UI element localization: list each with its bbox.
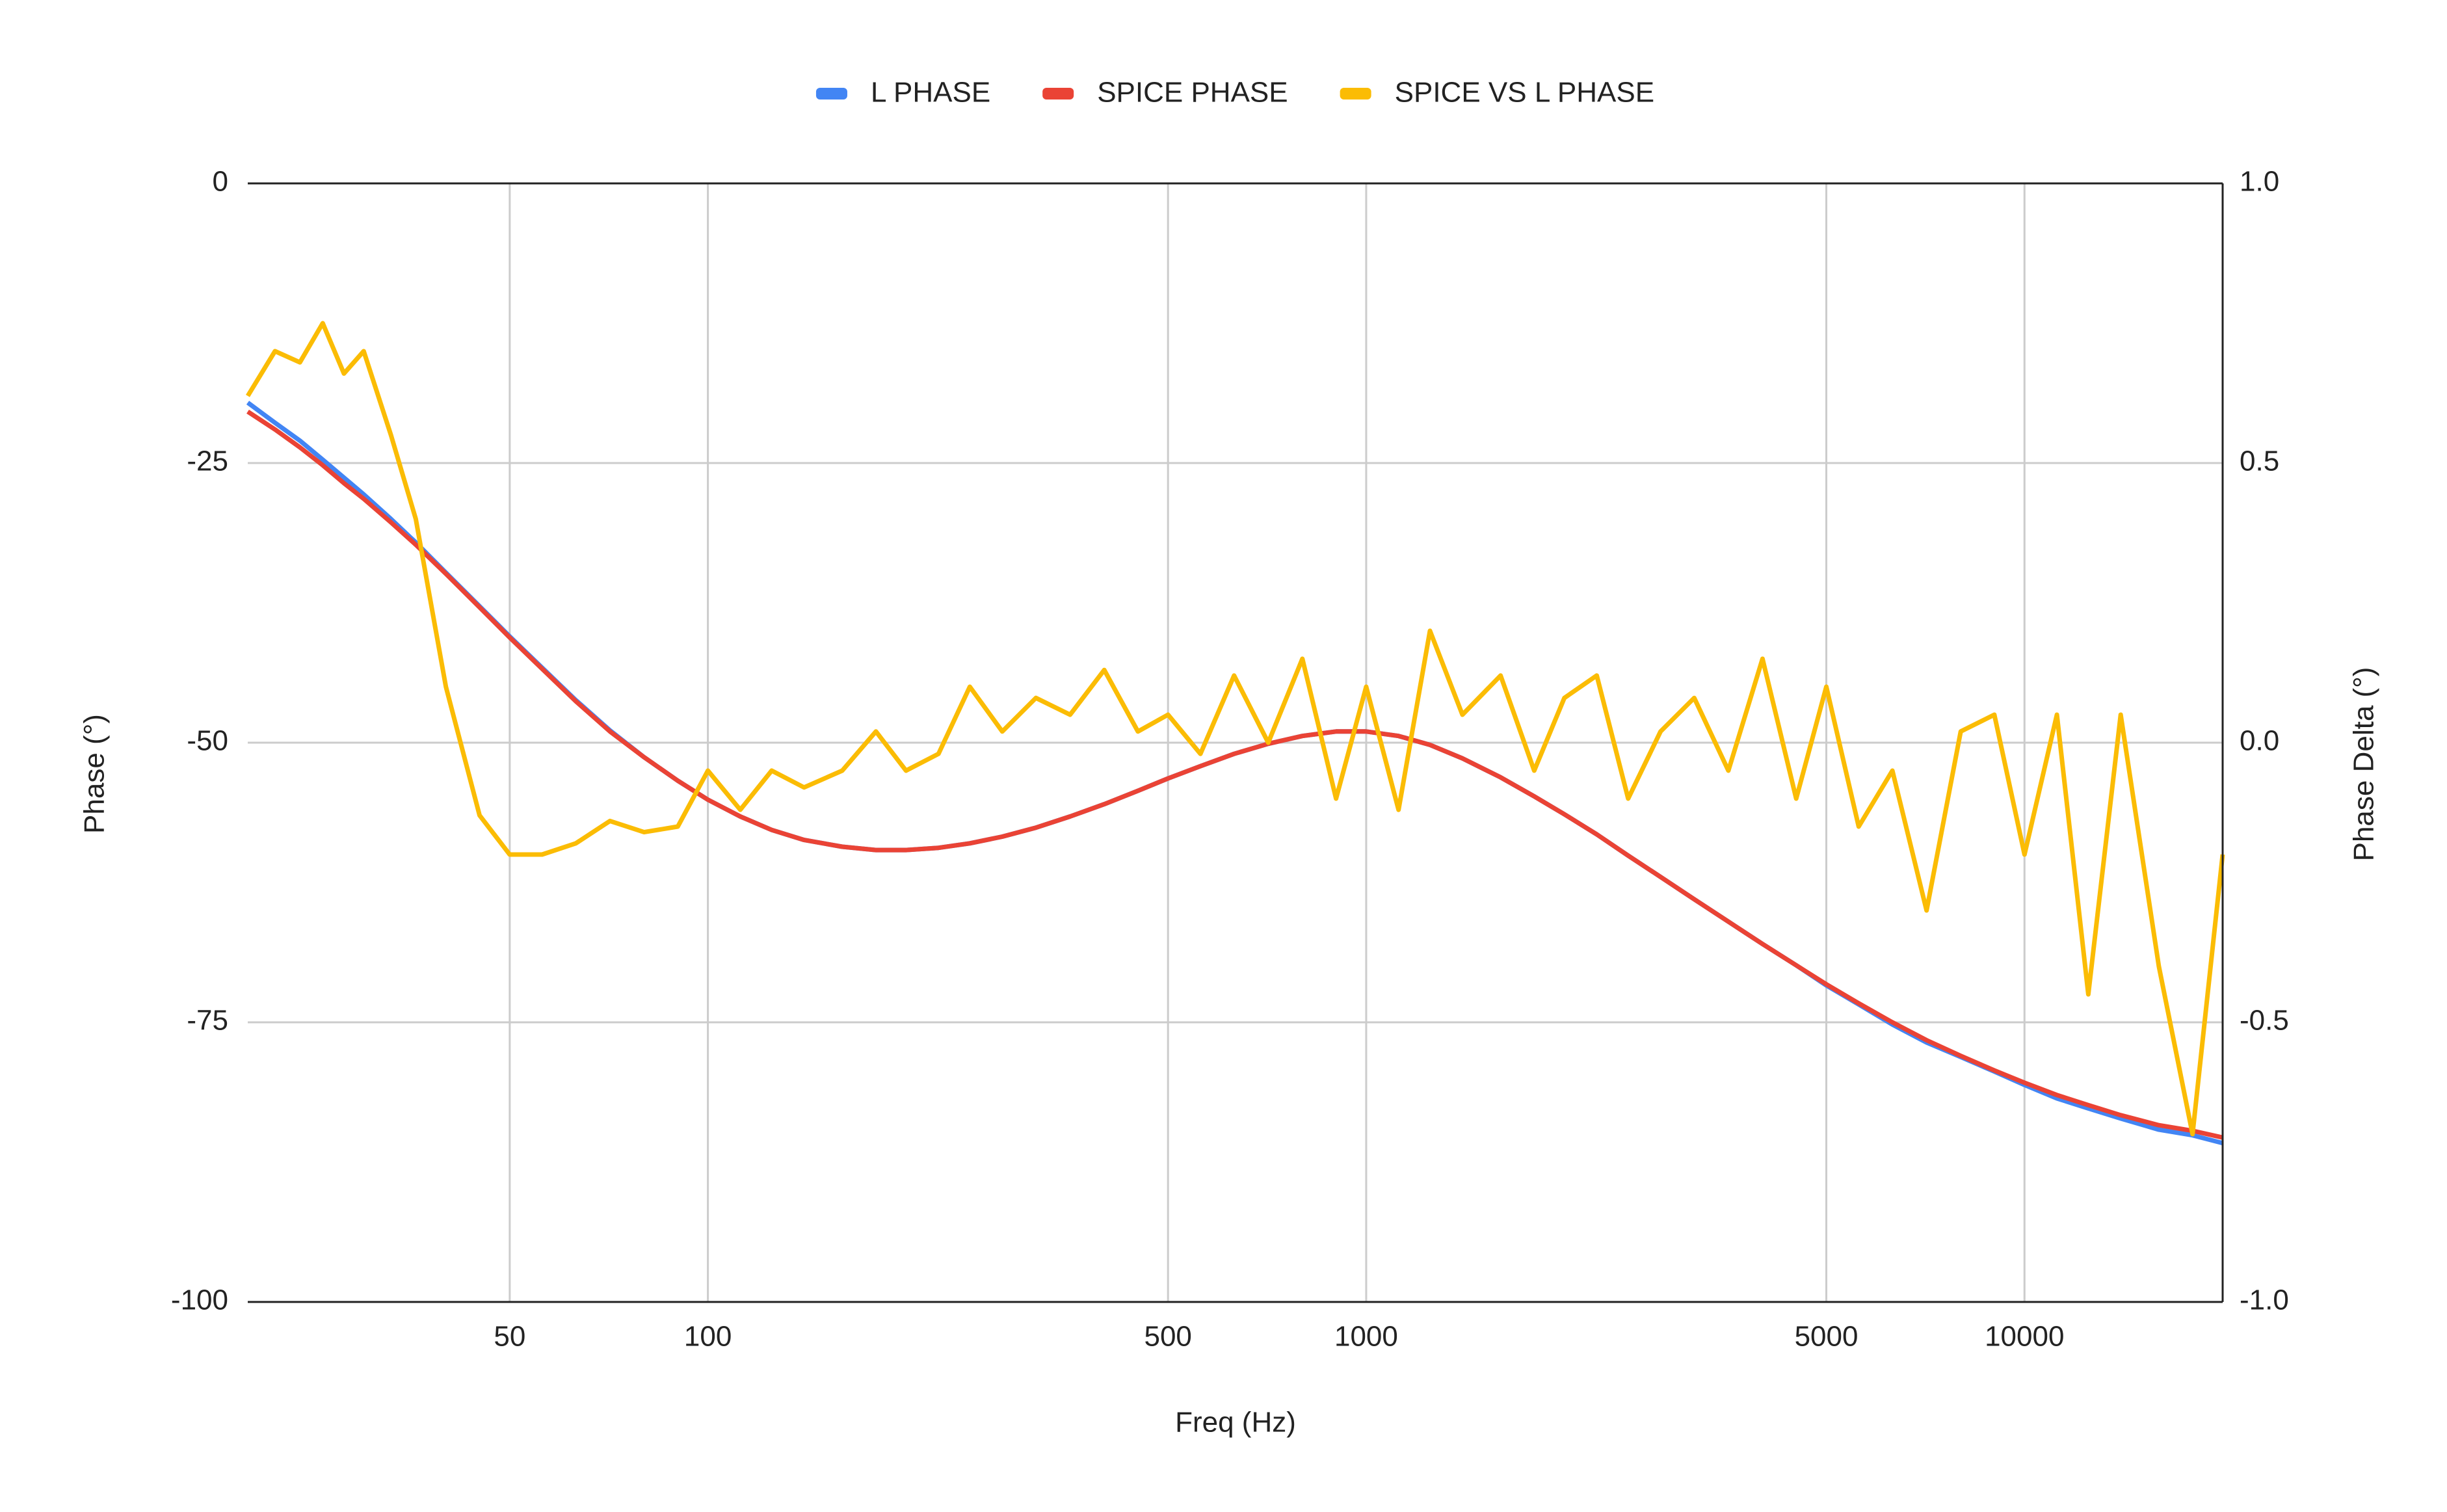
plot-area [246,321,2225,1146]
legend-swatch [1340,88,1371,99]
legend-item: SPICE PHASE [1042,77,1288,109]
y2-tick-label: 0.0 [2240,725,2279,757]
y-tick-label: -25 [187,445,228,477]
legend-label: SPICE VS L PHASE [1395,77,1654,109]
legend-item: L PHASE [815,77,990,109]
y2-axis-label: Phase Delta (°) [2348,667,2380,862]
y2-tick-label: -1.0 [2240,1284,2289,1316]
legend-label: L PHASE [871,77,990,109]
axes: 50 100 500 1000 5000 10000 0 -25 -50 -75 -100 1.0 0.… [171,166,2289,1353]
y2-tick-label: 0.5 [2240,445,2279,477]
x-tick-label: 1000 [1334,1321,1398,1353]
legend-label: SPICE PHASE [1097,77,1288,109]
y-tick-label: -50 [187,725,228,757]
legend-swatch [815,88,847,99]
x-tick-label: 5000 [1795,1321,1858,1353]
y2-tick-label: 1.0 [2240,166,2279,198]
y-axis-label: Phase (°) [79,714,111,834]
y2-tick-label: -0.5 [2240,1005,2289,1037]
x-tick-label: 500 [1144,1321,1191,1353]
y-tick-label: -75 [187,1005,228,1037]
y-tick-label: -100 [171,1284,228,1316]
x-tick-label: 50 [494,1321,525,1353]
series-line [246,321,2225,1137]
x-tick-label: 10000 [1985,1321,2064,1353]
y-tick-label: 0 [213,166,228,198]
legend: L PHASE SPICE PHASE SPICE VS L PHASE [815,77,1654,109]
legend-swatch [1042,88,1074,99]
x-tick-label: 100 [684,1321,732,1353]
series-line [246,409,2223,1140]
x-axis-label: Freq (Hz) [1175,1407,1296,1439]
legend-item: SPICE VS L PHASE [1340,77,1654,109]
